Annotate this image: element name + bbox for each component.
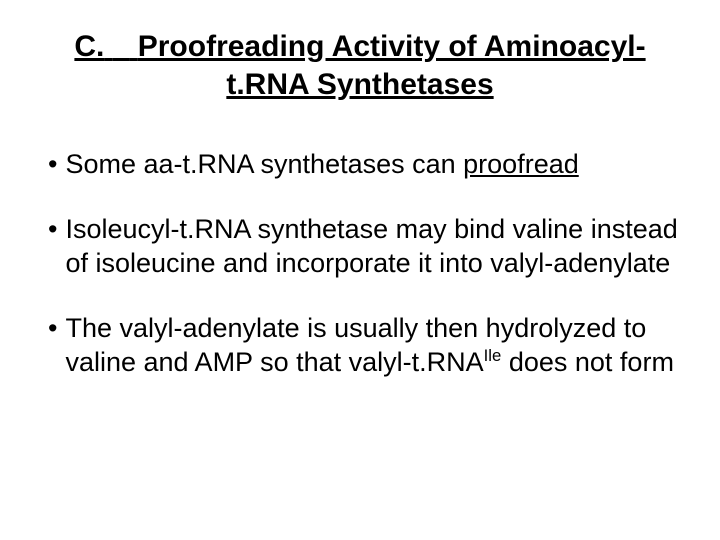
bullet-text-segment: Some aa-t.RNA synthetases can (65, 149, 463, 179)
bullet-text: The valyl-adenylate is usually then hydr… (65, 311, 678, 380)
bullet-marker: • (48, 212, 57, 247)
bullet-list: •Some aa-t.RNA synthetases can proofread… (42, 147, 678, 380)
bullet-item: •Isoleucyl-t.RNA synthetase may bind val… (48, 212, 678, 281)
slide: C. Proofreading Activity of Aminoacyl- t… (0, 0, 720, 540)
title-label: C. (74, 30, 104, 63)
bullet-text: Isoleucyl-t.RNA synthetase may bind vali… (65, 212, 678, 281)
bullet-text-segment: proofread (463, 149, 579, 179)
bullet-item: •Some aa-t.RNA synthetases can proofread (48, 147, 678, 182)
slide-title: C. Proofreading Activity of Aminoacyl- t… (42, 28, 678, 103)
bullet-text-segment: Ile (484, 346, 502, 365)
bullet-text-segment: does not form (501, 347, 674, 377)
bullet-marker: • (48, 311, 57, 346)
title-text-1: Proofreading Activity of Aminoacyl- (138, 30, 646, 63)
title-line-2: t.RNA Synthetases (62, 66, 658, 104)
bullet-marker: • (48, 147, 57, 182)
bullet-item: •The valyl-adenylate is usually then hyd… (48, 311, 678, 380)
bullet-text-segment: Isoleucyl-t.RNA synthetase may bind vali… (65, 214, 677, 279)
title-line-1: C. Proofreading Activity of Aminoacyl- (62, 28, 658, 66)
bullet-text: Some aa-t.RNA synthetases can proofread (65, 147, 678, 182)
